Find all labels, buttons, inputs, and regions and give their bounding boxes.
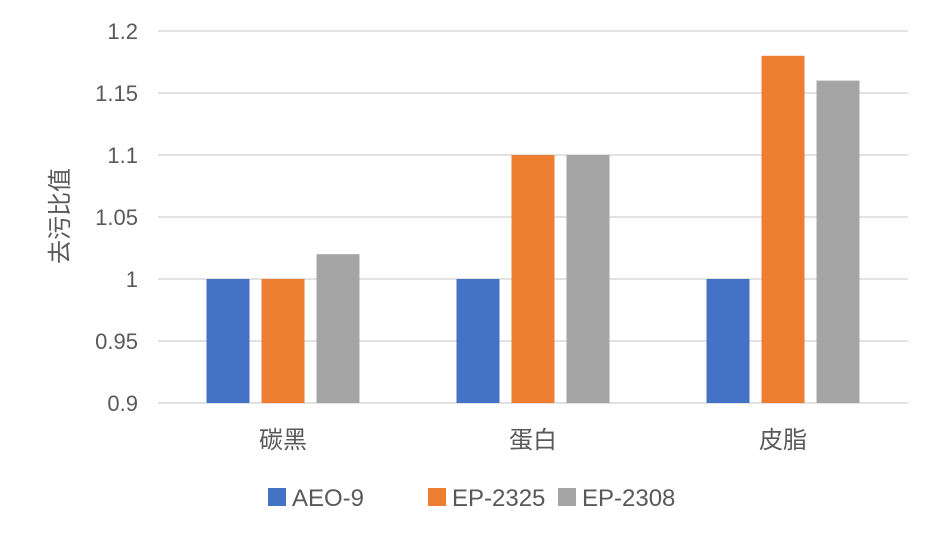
legend-swatch bbox=[268, 488, 286, 506]
legend-label: AEO-9 bbox=[292, 485, 364, 512]
bar-ep-2308-2 bbox=[816, 80, 860, 403]
bar-ep-2325-0 bbox=[261, 279, 305, 403]
legend-swatch bbox=[558, 488, 576, 506]
x-category-label: 蛋白 bbox=[509, 426, 557, 454]
bar-ep-2325-2 bbox=[761, 55, 805, 404]
x-category-label: 碳黑 bbox=[259, 426, 307, 454]
y-tick-label: 1.05 bbox=[95, 205, 138, 230]
y-axis-title: 去污比值 bbox=[46, 168, 74, 264]
y-tick-label: 1.2 bbox=[107, 19, 138, 44]
y-tick-label: 0.95 bbox=[95, 329, 138, 354]
legend: AEO-9 EP-2325 EP-2308 bbox=[268, 485, 675, 512]
bar-aeo-9-1 bbox=[456, 279, 500, 403]
legend-swatch bbox=[428, 488, 446, 506]
y-tick-label: 0.9 bbox=[107, 391, 138, 416]
legend-label: EP-2308 bbox=[582, 485, 675, 512]
bar-aeo-9-2 bbox=[706, 279, 750, 403]
y-tick-label: 1 bbox=[126, 267, 138, 292]
legend-label: EP-2325 bbox=[452, 485, 545, 512]
bar-ep-2325-1 bbox=[511, 155, 555, 403]
y-axis-ticks: 0.9 0.95 1 1.05 1.1 1.15 1.2 bbox=[95, 19, 138, 416]
bar-ep-2308-1 bbox=[566, 155, 610, 403]
x-axis-categories: 碳黑 蛋白 皮脂 bbox=[259, 426, 807, 454]
bar-aeo-9-0 bbox=[206, 279, 250, 403]
bar-ep-2308-0 bbox=[316, 254, 360, 403]
y-tick-label: 1.15 bbox=[95, 81, 138, 106]
bars bbox=[206, 55, 860, 404]
y-tick-label: 1.1 bbox=[107, 143, 138, 168]
x-category-label: 皮脂 bbox=[759, 426, 807, 454]
